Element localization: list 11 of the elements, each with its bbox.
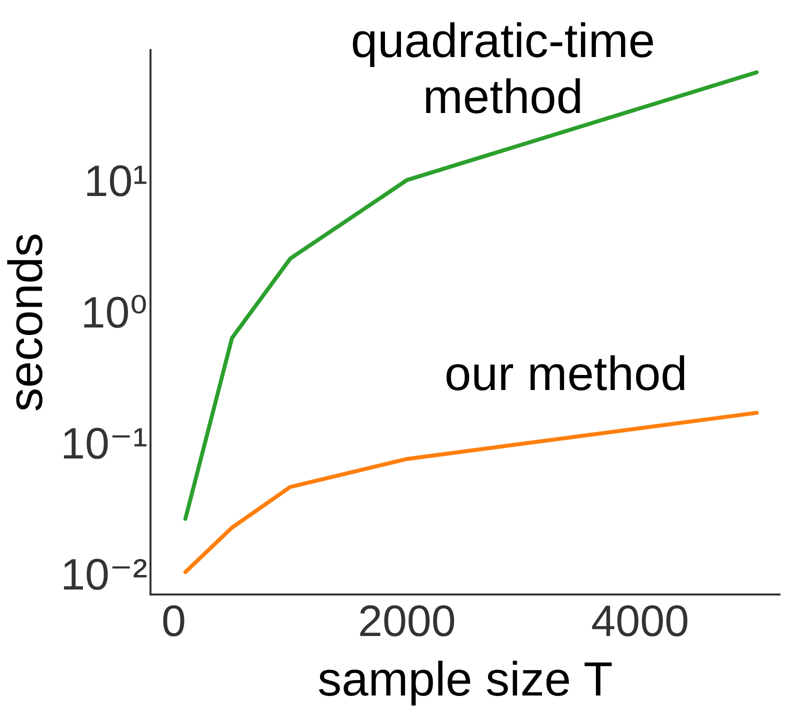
x-axis-title: sample size T [318, 653, 613, 706]
x-tick-label: 0 [161, 597, 186, 646]
y-tick-label: 10⁻¹ [60, 419, 148, 468]
y-tick-label: 10¹ [84, 157, 148, 206]
annotation: quadratic-time method [350, 15, 656, 124]
x-tick-label: 2000 [358, 597, 456, 646]
y-tick-label: 10⁰ [80, 288, 148, 338]
x-tick-label: 4000 [591, 597, 690, 646]
y-axis-title: seconds [0, 232, 54, 412]
annotation: our method [444, 348, 688, 401]
y-tick-label: 10⁻² [60, 550, 148, 600]
